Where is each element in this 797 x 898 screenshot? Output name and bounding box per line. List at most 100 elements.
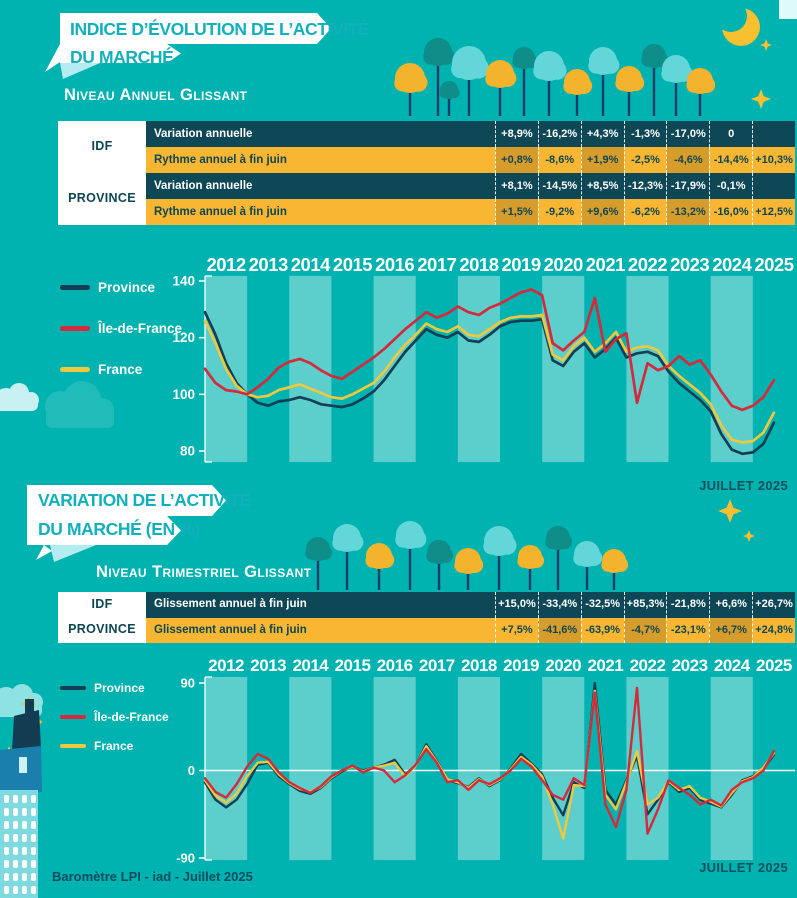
table-value-cell: +6,6% [709,592,752,618]
legend-item: France [60,362,182,377]
tree-icon [533,51,567,116]
table-value-cell: -8,6% [537,147,581,173]
year-band [710,677,753,860]
y-axis [204,676,212,861]
table-value-cell: +26,7% [752,592,795,618]
table-value-cell: -32,5% [580,592,624,618]
tree-icon [426,540,454,590]
table-value-cell: -33,4% [537,592,581,618]
row-group-label: PROVINCE [68,622,136,637]
year-label: 2023 [672,656,708,675]
year-label: 2014 [292,656,329,675]
table-row-label: Glissement annuel à fin juin [154,598,307,610]
table-row-label: Variation annuelle [154,180,253,192]
year-label: 2019 [503,656,539,675]
year-label: 2012 [208,656,244,675]
cloud-icon [45,381,114,428]
table-value-cell: -14,5% [537,173,581,199]
table-value-cell: +15,0% [495,592,538,618]
tree-icon [483,526,517,590]
year-band [373,276,416,462]
y-axis-label: 140 [172,274,195,289]
tree-icon [573,541,603,590]
table-value-cell: -23,1% [666,617,709,643]
y-axis-label: 90 [181,676,195,691]
year-label: 2017 [417,254,456,275]
banner-ribbon [27,485,226,562]
tree-icon [332,524,364,590]
table-value-cell: 0 [709,121,752,147]
year-label: 2020 [545,656,581,675]
section1-subtitle: Niveau Annuel Glissant [64,86,248,104]
tree-icon [588,47,620,116]
legend-swatch [60,285,90,290]
table-value-cell: +7,5% [495,617,538,643]
table-value-cell: -21,8% [666,592,709,618]
row-group-label: IDF [91,596,113,611]
section1-banner-title-line1: INDICE D’ÉVOLUTION DE L’ACTIVITÉ [70,19,370,39]
tree-icon [601,549,629,590]
annual-table: IDF PROVINCE Variation annuelle +8,9% -16,2%… [58,121,795,225]
section1-date-label: JUILLET 2025 [699,478,788,493]
section2-date-label: JUILLET 2025 [699,860,788,875]
table-value-cell: -4,6% [666,147,710,173]
year-label: 2018 [461,656,497,675]
legend-item: Province [60,681,169,695]
year-band [289,276,332,462]
sparkle-icon [743,530,755,542]
table-value-cell: +0,8% [495,147,538,173]
year-label: 2013 [249,254,288,275]
year-band [205,677,248,860]
tree-icon [545,526,573,590]
y-axis-label: 0 [188,763,195,778]
tree-icon [439,81,460,116]
legend-swatch [60,744,86,748]
legend-swatch [60,715,86,719]
legend-label: Province [94,681,145,695]
table-value-cell: +8,1% [495,173,538,199]
tree-icon [365,543,395,590]
tree-icon [305,537,333,590]
year-band [542,276,585,462]
year-band [457,276,500,462]
table-row: Glissement annuel à fin juin +7,5% -41,6% -… [146,617,795,643]
legend-item: Île-de-France [60,321,182,336]
year-band [710,276,753,462]
year-label: 2019 [501,254,540,275]
table-row-label: Rythme annuel à fin juin [154,206,287,218]
legend-label: Île-de-France [94,710,169,724]
year-band [457,677,500,860]
table-value-cell: -2,5% [623,147,667,173]
year-label: 2012 [206,254,245,275]
tree-icon [517,545,545,590]
table-value-cell: +8,9% [495,121,538,147]
tree-icon [394,63,428,116]
table-value-cell: +85,3% [623,592,667,618]
table-value-cell: -16,2% [537,121,581,147]
year-label: 2025 [756,656,792,675]
table-value-cell [752,121,795,147]
year-label: 2016 [377,656,413,675]
table-value-cell: -17,0% [666,121,709,147]
year-label: 2023 [670,254,709,275]
legend-label: Île-de-France [98,321,183,336]
y-axis-label: 120 [172,330,195,345]
legend-item: Province [60,280,182,295]
sparkle-icon [37,719,43,725]
table-value-cell [752,173,795,199]
table-value-cell: +12,5% [752,199,795,225]
year-label: 2022 [630,656,666,675]
corner-square [779,0,797,19]
footer-credit: Baromètre LPI - iad - Juillet 2025 [52,869,253,884]
year-label: 2015 [335,656,371,675]
legend-swatch [60,686,86,690]
year-label: 2014 [291,254,331,275]
section2-subtitle: Niveau Trimestriel Glissant [96,563,312,581]
row-group-label: IDF [91,139,113,153]
table-value-cell: +9,6% [580,199,624,225]
year-band [289,677,332,860]
legend-item: Île-de-France [60,710,169,724]
quarterly-variation-plot: 2012 2013 2014 2015 2016 2017 2018 2019 2020 2021… [176,656,795,866]
series-line-île-de-france [203,288,776,412]
